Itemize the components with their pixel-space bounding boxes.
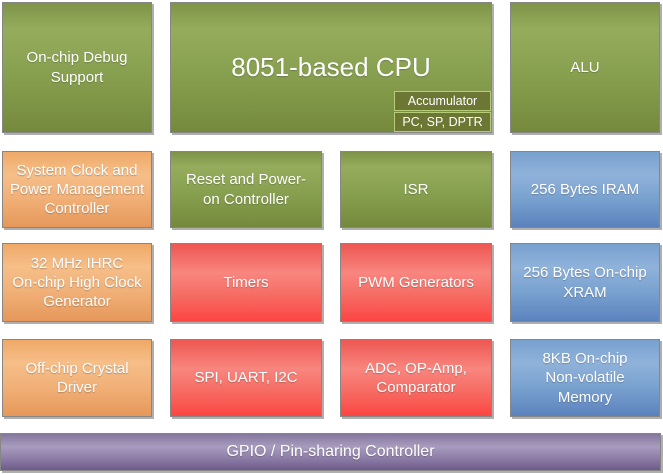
block-system-clock-power-management: System Clock and Power Management Contro… bbox=[2, 151, 152, 228]
block-label: Off-chip Crystal Driver bbox=[25, 359, 129, 396]
block-label: 256 Bytes IRAM bbox=[530, 180, 640, 198]
block-256-bytes-xram: 256 Bytes On-chip XRAM bbox=[510, 243, 660, 322]
block-label: PWM Generators bbox=[358, 273, 474, 291]
block-8kb-nonvolatile-memory: 8KB On-chip Non-volatile Memory bbox=[510, 339, 660, 417]
block-label: Timers bbox=[223, 273, 269, 291]
block-isr: ISR bbox=[340, 151, 492, 228]
block-label: ISR bbox=[403, 180, 429, 198]
block-reset-power-on-controller: Reset and Power- on Controller bbox=[170, 151, 322, 228]
block-8051-cpu: 8051-based CPU Accumulator PC, SP, DPTR bbox=[170, 2, 492, 133]
block-on-chip-debug-support: On-chip Debug Support bbox=[2, 2, 152, 133]
block-label: GPIO / Pin-sharing Controller bbox=[226, 442, 435, 460]
cpu-register-boxes: Accumulator PC, SP, DPTR bbox=[394, 90, 491, 132]
block-gpio-pin-sharing-controller: GPIO / Pin-sharing Controller bbox=[0, 433, 661, 471]
block-label: SPI, UART, I2C bbox=[194, 369, 298, 387]
block-label: 256 Bytes On-chip XRAM bbox=[523, 264, 647, 301]
block-off-chip-crystal-driver: Off-chip Crystal Driver bbox=[2, 339, 152, 417]
block-label: 32 MHz IHRC On-chip High Clock Generator bbox=[12, 254, 142, 311]
block-label: On-chip Debug Support bbox=[26, 49, 128, 86]
block-label: 8051-based CPU bbox=[231, 51, 431, 82]
block-32mhz-ihrc-clock-generator: 32 MHz IHRC On-chip High Clock Generator bbox=[2, 243, 152, 322]
cpu-registers-box: PC, SP, DPTR bbox=[394, 111, 491, 132]
block-label: ALU bbox=[570, 58, 600, 76]
block-label: ADC, OP-Amp, Comparator bbox=[365, 359, 467, 396]
block-alu: ALU bbox=[510, 2, 660, 133]
block-label: System Clock and Power Management Contro… bbox=[9, 161, 145, 218]
cpu-accumulator-box: Accumulator bbox=[394, 90, 491, 111]
block-timers: Timers bbox=[170, 243, 322, 322]
block-spi-uart-i2c: SPI, UART, I2C bbox=[170, 339, 322, 417]
block-label: 8KB On-chip Non-volatile Memory bbox=[542, 350, 628, 406]
block-256-bytes-iram: 256 Bytes IRAM bbox=[510, 151, 660, 228]
block-label: Reset and Power- on Controller bbox=[185, 171, 307, 208]
block-pwm-generators: PWM Generators bbox=[340, 243, 492, 322]
block-adc-opamp-comparator: ADC, OP-Amp, Comparator bbox=[340, 339, 492, 417]
